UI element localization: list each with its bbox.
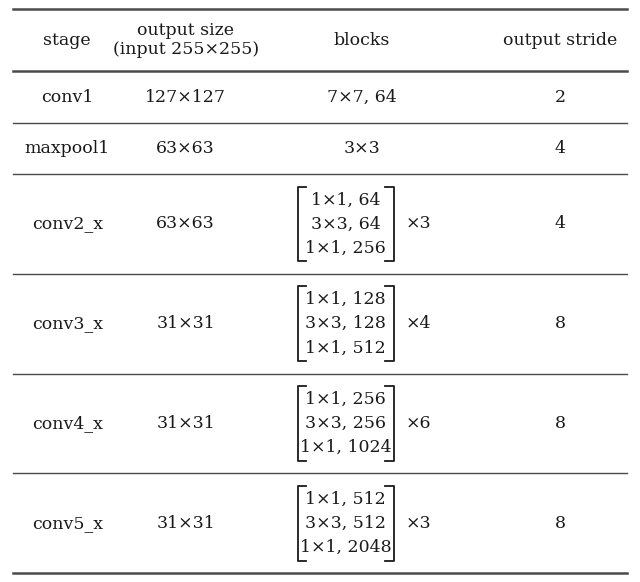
- Text: blocks: blocks: [333, 31, 390, 48]
- Text: 4: 4: [554, 215, 566, 232]
- Text: 8: 8: [554, 315, 566, 332]
- Text: 8: 8: [554, 415, 566, 432]
- Text: 127×127: 127×127: [145, 88, 226, 105]
- Text: 1×1, 512
3×3, 512
1×1, 2048: 1×1, 512 3×3, 512 1×1, 2048: [300, 491, 392, 556]
- Text: ×6: ×6: [405, 415, 431, 432]
- Text: 31×31: 31×31: [156, 315, 215, 332]
- Text: 31×31: 31×31: [156, 415, 215, 432]
- Text: ×3: ×3: [405, 215, 431, 232]
- Text: 63×63: 63×63: [156, 140, 215, 157]
- Text: stage: stage: [44, 31, 91, 48]
- Text: 1×1, 256
3×3, 256
1×1, 1024: 1×1, 256 3×3, 256 1×1, 1024: [300, 391, 392, 456]
- Text: output size
(input 255×255): output size (input 255×255): [113, 22, 259, 58]
- Text: 31×31: 31×31: [156, 515, 215, 532]
- Text: ×4: ×4: [405, 315, 431, 332]
- Text: 8: 8: [554, 515, 566, 532]
- Text: conv3_x: conv3_x: [32, 315, 102, 332]
- Text: 4: 4: [554, 140, 566, 157]
- Text: 63×63: 63×63: [156, 215, 215, 232]
- Text: conv4_x: conv4_x: [32, 415, 102, 432]
- Text: 7×7, 64: 7×7, 64: [327, 88, 396, 105]
- Text: ×3: ×3: [405, 515, 431, 532]
- Text: output stride: output stride: [503, 31, 617, 48]
- Text: conv5_x: conv5_x: [32, 515, 102, 532]
- Text: 1×1, 64
3×3, 64
1×1, 256: 1×1, 64 3×3, 64 1×1, 256: [305, 191, 386, 257]
- Text: 1×1, 128
3×3, 128
1×1, 512: 1×1, 128 3×3, 128 1×1, 512: [305, 291, 386, 356]
- Text: 3×3: 3×3: [343, 140, 380, 157]
- Text: 2: 2: [554, 88, 566, 105]
- Text: conv2_x: conv2_x: [32, 215, 102, 232]
- Text: maxpool1: maxpool1: [24, 140, 110, 157]
- Text: conv1: conv1: [41, 88, 93, 105]
